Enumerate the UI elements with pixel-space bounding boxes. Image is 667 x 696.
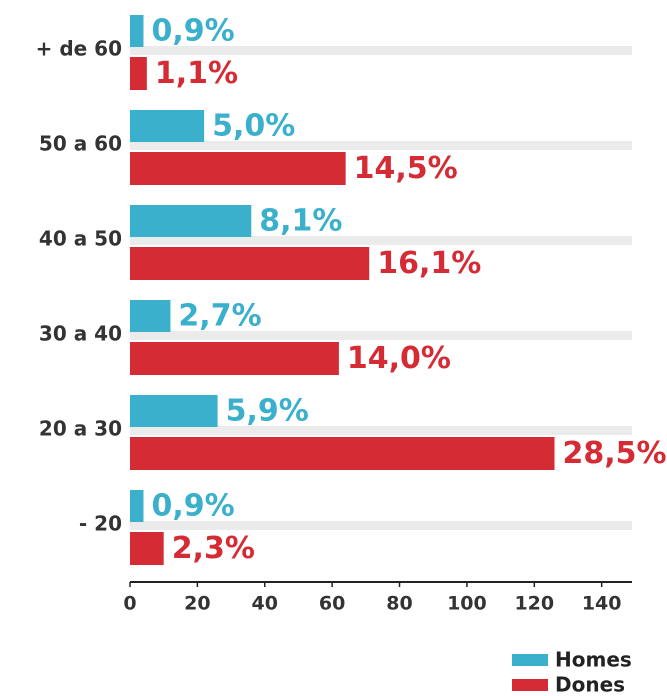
value-label: 1,1% [155, 56, 238, 91]
x-tick-label: 120 [514, 593, 554, 615]
x-tick-label: 40 [252, 593, 278, 615]
bar [130, 490, 143, 522]
value-label: 5,9% [226, 394, 309, 429]
category-label: - 20 [79, 512, 122, 536]
legend-label: Dones [555, 673, 625, 696]
value-label: 5,0% [212, 109, 295, 144]
chart: + de 60 0,9% 1,1% 50 a 60 5,0% 14,5% 40 a 50 8,… [0, 0, 667, 696]
x-tick-label: 60 [319, 593, 345, 615]
bar [130, 532, 164, 565]
bar [130, 110, 204, 142]
legend-swatch [512, 654, 548, 666]
category-label: 20 a 30 [39, 417, 122, 441]
value-label: 28,5% [563, 436, 667, 471]
value-label: 8,1% [259, 204, 342, 239]
bar [130, 152, 346, 185]
value-label: 14,5% [354, 151, 458, 186]
value-label: 0,9% [151, 489, 234, 524]
category-label: 40 a 50 [39, 227, 122, 251]
bar [130, 205, 251, 237]
x-tick-label: 140 [582, 593, 622, 615]
category-label: 50 a 60 [39, 132, 122, 156]
bar [130, 395, 218, 427]
row-band [130, 141, 632, 150]
value-label: 0,9% [151, 14, 234, 49]
row-band [130, 236, 632, 245]
legend-label: Homes [555, 648, 632, 672]
x-tick-label: 0 [123, 593, 136, 615]
row-band [130, 426, 632, 435]
bar [130, 437, 555, 470]
category-label: 30 a 40 [39, 322, 122, 346]
x-tick-label: 100 [447, 593, 487, 615]
legend-swatch [512, 679, 548, 691]
value-label: 2,3% [172, 531, 255, 566]
x-tick-label: 20 [184, 593, 210, 615]
value-label: 14,0% [347, 341, 451, 376]
bar [130, 300, 170, 332]
value-label: 2,7% [178, 299, 261, 334]
bar [130, 342, 339, 375]
x-tick-label: 80 [386, 593, 412, 615]
bar [130, 247, 369, 280]
category-label: + de 60 [36, 37, 122, 61]
bar [130, 57, 147, 90]
bar [130, 15, 143, 47]
value-label: 16,1% [377, 246, 481, 281]
